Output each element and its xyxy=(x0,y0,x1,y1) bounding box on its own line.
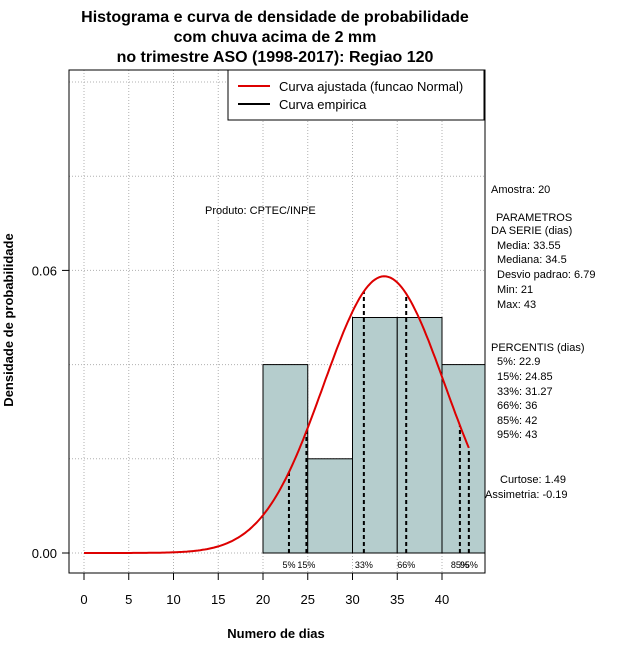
amostra-text: Amostra: 20 xyxy=(491,184,550,196)
x-tick-label: 40 xyxy=(435,592,449,607)
p66-text: 66%: 36 xyxy=(497,400,537,412)
legend: Curva ajustada (funcao Normal) Curva emp… xyxy=(227,69,485,121)
mediana-text: Mediana: 34.5 xyxy=(497,254,567,266)
percentile-label: 15% xyxy=(297,560,315,570)
x-tick-label: 10 xyxy=(166,592,180,607)
histogram-bar xyxy=(262,364,309,554)
curtose-text: Curtose: 1.49 xyxy=(500,474,566,486)
histogram-bar xyxy=(307,458,353,554)
assimetria-text: Assimetria: -0.19 xyxy=(485,489,568,501)
chart-title-line-2: com chuva acima de 2 mm xyxy=(174,29,377,46)
desvio-text: Desvio padrao: 6.79 xyxy=(497,269,595,281)
histogram-bar xyxy=(396,317,443,554)
y-tick-label: 0.00 xyxy=(32,546,57,561)
p85-text: 85%: 42 xyxy=(497,415,537,427)
percentile-label: 33% xyxy=(355,560,373,570)
media-text: Media: 33.55 xyxy=(497,240,561,252)
p15-text: 15%: 24.85 xyxy=(497,371,553,383)
produto-annotation: Produto: CPTEC/INPE xyxy=(205,205,316,217)
param-title-2: DA SERIE (dias) xyxy=(491,225,572,237)
x-tick-label: 30 xyxy=(345,592,359,607)
x-tick-label: 35 xyxy=(390,592,404,607)
x-tick-label: 20 xyxy=(256,592,270,607)
x-axis-title: Numero de dias xyxy=(227,626,325,641)
x-axis: 0 5 10 15 20 25 30 35 40 xyxy=(80,572,449,607)
normal-curve xyxy=(84,275,470,554)
normal-curve-layer xyxy=(84,275,470,554)
percentis-title: PERCENTIS (dias) xyxy=(491,342,585,354)
percentile-label: 85% xyxy=(451,560,469,570)
statistics-panel: Amostra: 20 PARAMETROS DA SERIE (dias) M… xyxy=(485,184,595,501)
chart-title-line-1: Histograma e curva de densidade de proba… xyxy=(81,9,469,26)
y-axis: 0.00 0.06 xyxy=(32,263,70,561)
x-tick-label: 15 xyxy=(211,592,225,607)
p5-text: 5%: 22.9 xyxy=(497,356,540,368)
x-tick-label: 0 xyxy=(80,592,87,607)
x-tick-label: 5 xyxy=(125,592,132,607)
min-text: Min: 21 xyxy=(497,284,533,296)
percentile-lines: 5% 15% 33% 66% 85%95% xyxy=(282,291,478,570)
percentile-label: 5% xyxy=(282,560,295,570)
param-title-1: PARAMETROS xyxy=(496,212,572,224)
chart-title: Histograma e curva de densidade de proba… xyxy=(81,9,469,66)
legend-box xyxy=(227,69,485,121)
p33-text: 33%: 31.27 xyxy=(497,386,553,398)
y-axis-title: Densidade de probabilidade xyxy=(1,233,16,406)
x-tick-label: 25 xyxy=(301,592,315,607)
percentile-label: 66% xyxy=(397,560,415,570)
chart-title-line-3: no trimestre ASO (1998-2017): Regiao 120 xyxy=(117,49,434,66)
max-text: Max: 43 xyxy=(497,299,536,311)
histogram-bars xyxy=(262,317,486,554)
legend-normal-label: Curva ajustada (funcao Normal) xyxy=(279,79,463,94)
y-tick-label: 0.06 xyxy=(32,263,57,278)
histogram-bar xyxy=(352,317,398,554)
legend-empirical-label: Curva empirica xyxy=(279,97,367,112)
percentile-label: 95% xyxy=(460,560,478,570)
p95-text: 95%: 43 xyxy=(497,429,537,441)
